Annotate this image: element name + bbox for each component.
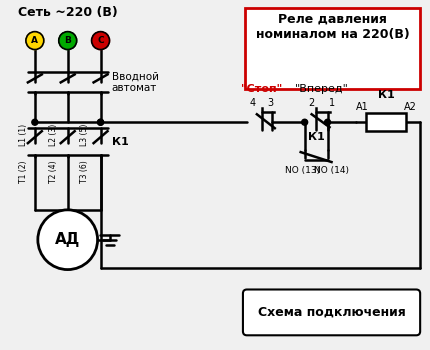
- Circle shape: [26, 32, 44, 50]
- Text: T3 (6): T3 (6): [80, 161, 89, 183]
- Text: Схема подключения: Схема подключения: [258, 306, 405, 319]
- Text: С: С: [97, 36, 104, 45]
- Text: "Вперед": "Вперед": [295, 84, 349, 94]
- Text: T1 (2): T1 (2): [19, 161, 28, 183]
- Circle shape: [325, 119, 331, 125]
- Text: Реле давления
номиналом на 220(В): Реле давления номиналом на 220(В): [256, 13, 409, 41]
- Text: 3: 3: [268, 98, 274, 108]
- FancyBboxPatch shape: [245, 8, 420, 89]
- Text: L3 (5): L3 (5): [80, 124, 89, 146]
- Text: NO (14): NO (14): [314, 166, 349, 175]
- Text: "Стоп": "Стоп": [241, 84, 283, 94]
- Text: 1: 1: [329, 98, 335, 108]
- Text: К1: К1: [308, 132, 325, 142]
- Circle shape: [32, 119, 38, 125]
- Circle shape: [92, 32, 110, 50]
- Circle shape: [98, 119, 104, 125]
- Text: T2 (4): T2 (4): [49, 161, 58, 183]
- Text: L2 (3): L2 (3): [49, 124, 58, 146]
- Text: NO (13): NO (13): [285, 166, 320, 175]
- FancyBboxPatch shape: [243, 289, 420, 335]
- Text: В: В: [64, 36, 71, 45]
- Text: А: А: [31, 36, 38, 45]
- Text: К1: К1: [111, 137, 128, 147]
- Text: АД: АД: [55, 232, 80, 247]
- Circle shape: [98, 119, 104, 125]
- Text: Сеть ~220 (В): Сеть ~220 (В): [18, 6, 118, 19]
- Circle shape: [302, 119, 307, 125]
- FancyBboxPatch shape: [366, 113, 406, 131]
- Text: А2: А2: [404, 102, 417, 112]
- Text: 4: 4: [250, 98, 256, 108]
- Text: 2: 2: [308, 98, 315, 108]
- Text: L1 (1): L1 (1): [19, 124, 28, 146]
- Text: К1: К1: [378, 90, 395, 100]
- Circle shape: [59, 32, 77, 50]
- Text: Вводной
автомат: Вводной автомат: [111, 72, 159, 93]
- Circle shape: [38, 210, 98, 270]
- Text: А1: А1: [356, 102, 369, 112]
